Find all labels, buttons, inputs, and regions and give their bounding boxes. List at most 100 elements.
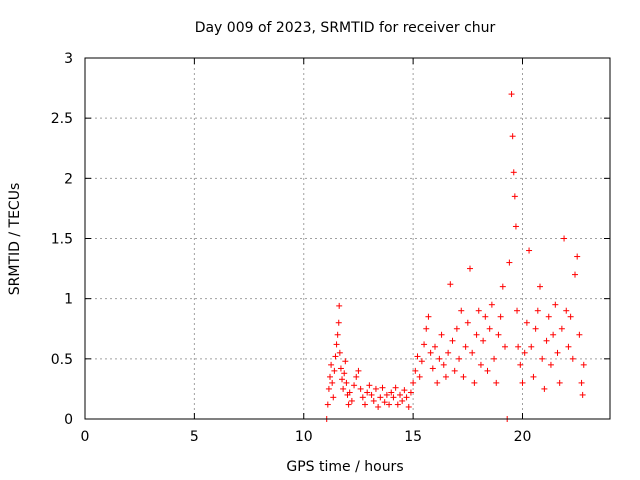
data-point — [567, 313, 574, 320]
x-tick-label: 0 — [81, 429, 90, 445]
data-point — [355, 367, 362, 374]
data-point — [563, 307, 570, 314]
data-point — [514, 307, 521, 314]
data-point — [580, 361, 587, 368]
data-point — [486, 325, 493, 332]
data-point — [410, 379, 417, 386]
y-axis-label: SRMTID / TECUs — [7, 183, 23, 296]
chart-title: Day 009 of 2023, SRMTID for receiver chu… — [195, 20, 496, 36]
data-point — [379, 384, 386, 391]
data-point — [343, 379, 350, 386]
data-point — [353, 373, 360, 380]
data-point — [512, 223, 519, 230]
data-point — [337, 365, 344, 372]
data-point — [390, 394, 397, 401]
data-point — [464, 319, 471, 326]
data-point — [333, 341, 340, 348]
data-point — [456, 355, 463, 362]
data-point — [509, 133, 516, 140]
y-tick-label: 3 — [64, 51, 73, 67]
data-point — [511, 193, 518, 200]
data-point — [569, 355, 576, 362]
data-point — [565, 343, 572, 350]
data-point — [421, 341, 428, 348]
data-point — [460, 373, 467, 380]
data-point — [423, 325, 430, 332]
data-point — [348, 397, 355, 404]
data-point — [558, 325, 565, 332]
data-point — [517, 361, 524, 368]
data-point — [438, 331, 445, 338]
data-point — [372, 385, 379, 392]
data-point — [482, 313, 489, 320]
data-point — [412, 367, 419, 374]
data-point — [429, 365, 436, 372]
data-point — [453, 325, 460, 332]
data-point — [510, 169, 517, 176]
data-point — [335, 319, 342, 326]
data-point — [579, 391, 586, 398]
data-point — [449, 337, 456, 344]
data-point — [341, 370, 348, 377]
x-tick-label: 20 — [514, 429, 532, 445]
data-point — [336, 349, 343, 356]
data-point — [534, 307, 541, 314]
data-point — [547, 361, 554, 368]
data-point — [383, 391, 390, 398]
data-point — [502, 343, 508, 350]
data-point — [405, 403, 412, 410]
y-tick-label: 0 — [64, 412, 73, 428]
data-point — [484, 367, 491, 374]
data-point — [554, 349, 561, 356]
data-point — [523, 319, 530, 326]
data-point — [508, 91, 515, 98]
data-point — [332, 353, 339, 360]
data-point — [325, 385, 332, 392]
data-point — [366, 382, 373, 389]
data-point — [495, 331, 502, 338]
x-tick-label: 15 — [404, 429, 422, 445]
data-point — [541, 385, 548, 392]
data-point — [427, 349, 434, 356]
data-point — [475, 307, 482, 314]
axis-ticks: 0 5 10 15 20 0 0.5 1 1.5 2 2.5 3 — [51, 51, 610, 445]
data-point — [550, 331, 557, 338]
grid — [85, 58, 610, 419]
y-tick-label: 1.5 — [51, 232, 73, 248]
data-point — [342, 358, 349, 365]
y-tick-label: 2.5 — [51, 111, 73, 127]
data-point — [528, 343, 535, 350]
data-point — [545, 313, 552, 320]
data-point — [329, 379, 336, 386]
data-point — [515, 343, 522, 350]
data-point — [375, 403, 382, 410]
data-point — [451, 367, 458, 374]
data-point — [407, 389, 414, 396]
data-point — [488, 301, 495, 308]
data-point — [345, 401, 352, 408]
data-point — [418, 358, 425, 365]
data-point — [493, 379, 500, 386]
data-point — [574, 253, 581, 260]
data-point — [330, 394, 337, 401]
data-point — [386, 401, 393, 408]
x-tick-label: 5 — [190, 429, 199, 445]
data-point — [331, 367, 338, 374]
data-point — [425, 313, 432, 320]
y-tick-label: 0.5 — [51, 352, 73, 368]
data-point — [539, 355, 546, 362]
data-point — [578, 379, 585, 386]
data-point — [339, 376, 346, 383]
data-point — [477, 361, 484, 368]
data-point — [362, 401, 368, 408]
data-point — [537, 283, 543, 290]
data-point — [497, 313, 504, 320]
x-axis-label: GPS time / hours — [286, 459, 403, 475]
data-point — [403, 394, 410, 401]
data-point — [324, 401, 331, 408]
data-point — [440, 361, 447, 368]
data-point — [506, 259, 513, 266]
data-point — [416, 373, 423, 380]
data-point — [340, 385, 347, 392]
